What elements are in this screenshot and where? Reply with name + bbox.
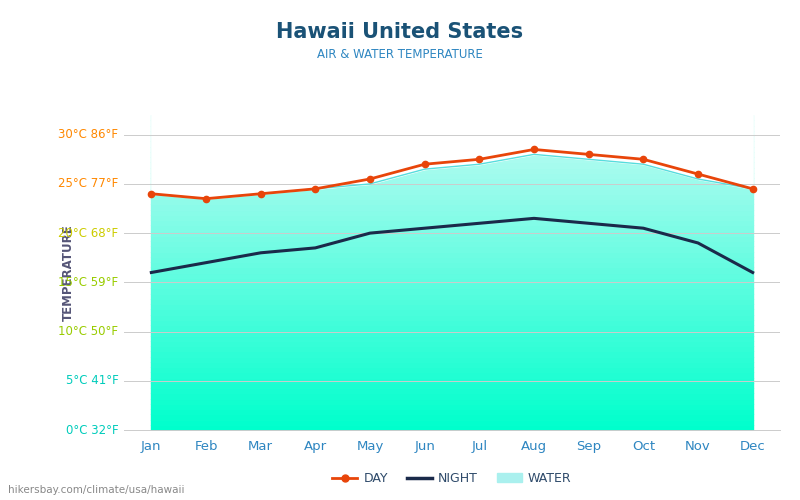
Text: 25°C 77°F: 25°C 77°F (58, 178, 118, 190)
Text: 5°C 41°F: 5°C 41°F (66, 374, 118, 388)
Text: Hawaii United States: Hawaii United States (277, 22, 523, 42)
Text: hikersbay.com/climate/usa/hawaii: hikersbay.com/climate/usa/hawaii (8, 485, 185, 495)
Text: 10°C 50°F: 10°C 50°F (58, 325, 118, 338)
Text: 20°C 68°F: 20°C 68°F (58, 226, 118, 239)
Text: TEMPERATURE: TEMPERATURE (62, 224, 74, 321)
Text: AIR & WATER TEMPERATURE: AIR & WATER TEMPERATURE (317, 48, 483, 60)
Legend: DAY, NIGHT, WATER: DAY, NIGHT, WATER (327, 467, 577, 490)
Text: 15°C 59°F: 15°C 59°F (58, 276, 118, 289)
Text: 30°C 86°F: 30°C 86°F (58, 128, 118, 141)
Text: 0°C 32°F: 0°C 32°F (66, 424, 118, 436)
